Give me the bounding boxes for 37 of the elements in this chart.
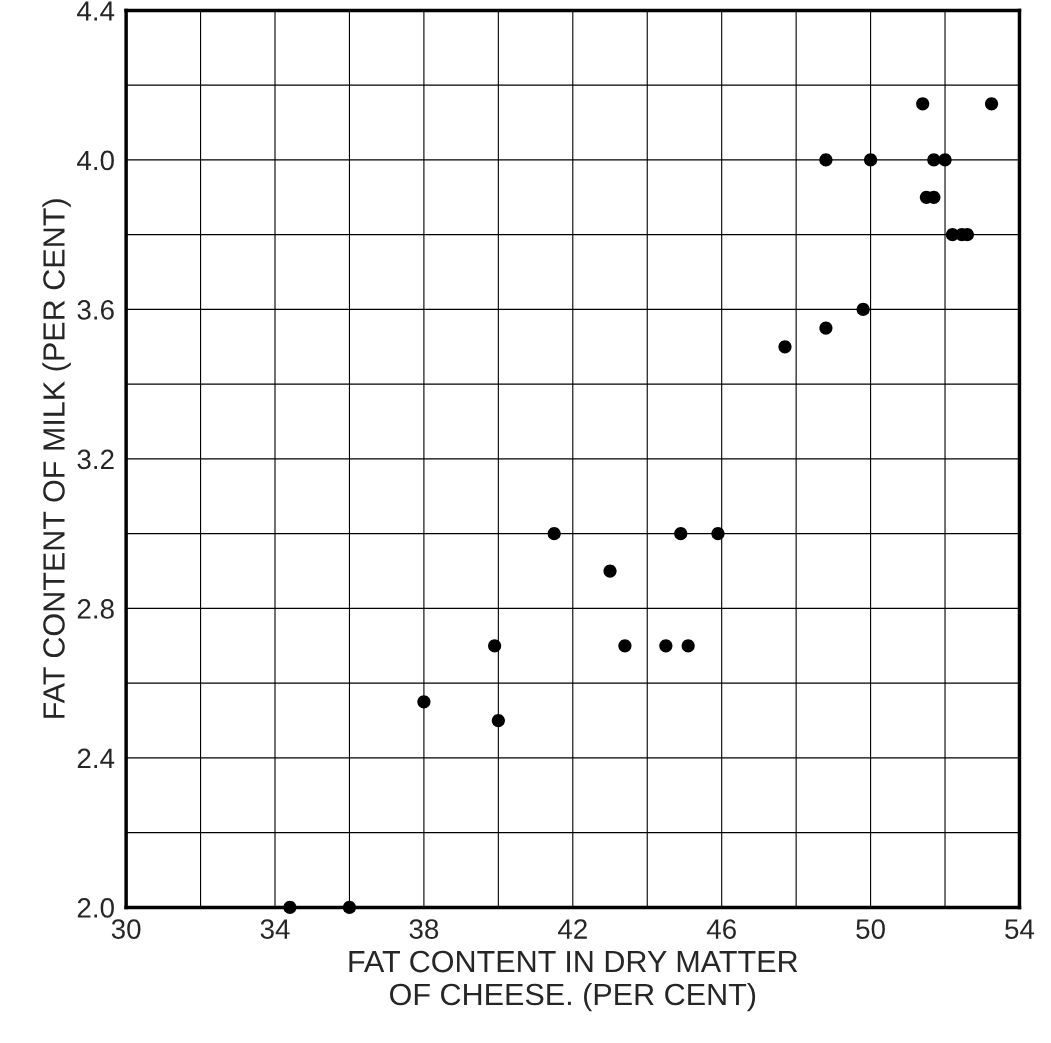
- point: [916, 97, 930, 111]
- point: [342, 900, 357, 914]
- x-tick-label: 42: [557, 919, 587, 939]
- point: [778, 340, 792, 354]
- point: [659, 639, 673, 653]
- y-tick-label: 3.2: [77, 449, 114, 470]
- point: [938, 153, 952, 167]
- y-tick-label: 2.4: [77, 748, 115, 768]
- point: [547, 527, 561, 541]
- point: [603, 564, 617, 578]
- point: [681, 639, 695, 653]
- y-tick-label: 4.4: [77, 1, 115, 21]
- point: [491, 713, 505, 728]
- point: [711, 527, 725, 541]
- y-tick-label: 2.0: [77, 898, 114, 918]
- point: [488, 639, 502, 653]
- point: [674, 527, 688, 541]
- point: [863, 153, 878, 167]
- point: [283, 900, 297, 914]
- point: [984, 97, 999, 111]
- x-tick-label: 46: [706, 919, 736, 939]
- x-tick-label: 50: [856, 919, 885, 939]
- x-tick-label: 30: [111, 919, 141, 939]
- x-tick-label: 38: [409, 919, 439, 939]
- point: [927, 153, 941, 167]
- x-tick-label: 34: [260, 919, 290, 939]
- point: [819, 153, 833, 167]
- point: [618, 639, 632, 653]
- x-axis-title: FAT CONTENT IN DRY MATTER OF CHEESE. (PER CENT): [349, 950, 798, 1012]
- x-tick-label: 54: [1005, 919, 1035, 939]
- y-tick-label: 3.6: [77, 300, 114, 320]
- point: [417, 695, 431, 709]
- y-axis-title: FAT CONTENT OF MILK (PER CENT): [42, 199, 71, 718]
- point: [856, 302, 870, 317]
- y-tick-label: 4.0: [77, 150, 114, 171]
- point: [819, 321, 833, 335]
- y-tick-label: 2.8: [77, 599, 114, 619]
